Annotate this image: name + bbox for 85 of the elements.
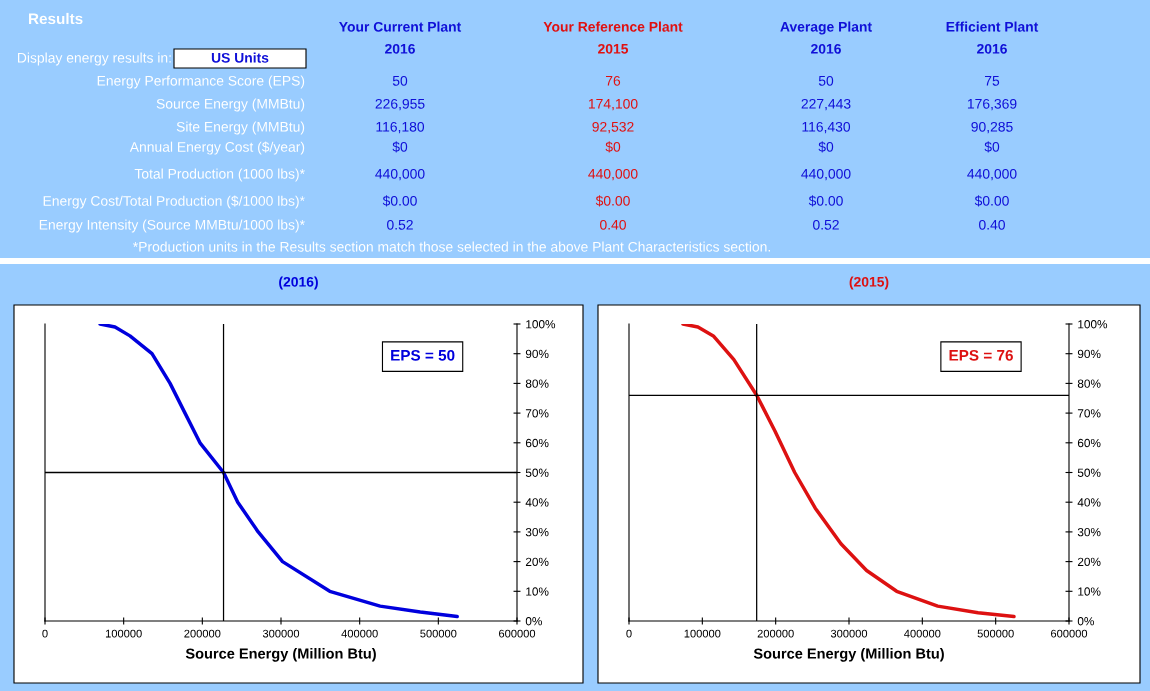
- y-tick-label: 0%: [525, 617, 542, 626]
- y-tick-label: 60%: [1077, 438, 1101, 448]
- y-tick-label: 100%: [526, 320, 556, 329]
- text: $0.00: [382, 195, 417, 207]
- x-tick-label: 600000: [499, 629, 536, 638]
- text: 50: [392, 75, 408, 86]
- text: 0.52: [813, 219, 839, 230]
- text: 75: [984, 76, 1000, 86]
- text: 440,000: [588, 168, 638, 181]
- y-tick-label: 90%: [525, 349, 549, 359]
- category-label: Energy Performance Score (EPS): [97, 75, 305, 89]
- category-label: Efficient Plant 2016: [946, 21, 1039, 54]
- y-tick-label: 70%: [1077, 409, 1101, 418]
- text: 440,000: [375, 168, 425, 181]
- text: 92,532: [592, 121, 634, 134]
- x-tick-label: 400000: [904, 629, 941, 638]
- y-tick-label: 0%: [1077, 617, 1094, 626]
- x-axis-title: Source Energy (Million Btu): [753, 648, 944, 662]
- text: 227,443: [801, 98, 851, 111]
- x-axis-title: Source Energy (Million Btu): [185, 648, 376, 662]
- text: $0: [984, 141, 1000, 153]
- category-label: Total Production (1000 lbs)*: [134, 168, 305, 182]
- x-tick-label: 300000: [262, 629, 300, 638]
- text: 0.40: [600, 219, 626, 230]
- text: $0.00: [808, 195, 843, 207]
- y-tick-label: 10%: [526, 587, 549, 596]
- text: 50: [818, 75, 834, 86]
- text: 116,430: [802, 121, 851, 134]
- y-tick-label: 20%: [525, 557, 549, 566]
- x-tick-label: 0: [626, 629, 632, 638]
- y-tick-label: 10%: [1078, 587, 1101, 596]
- text: $0: [605, 141, 621, 153]
- y-tick-label: 30%: [525, 527, 549, 537]
- text: $0.00: [974, 195, 1009, 207]
- category-label: Average Plant 2016: [780, 21, 872, 54]
- text: 76: [605, 75, 621, 86]
- text: 440,000: [967, 168, 1017, 181]
- category-label: Energy Intensity (Source MMBtu/1000 lbs)*: [39, 219, 305, 233]
- text: US Units: [211, 52, 269, 63]
- y-tick-label: 100%: [1078, 320, 1108, 329]
- category-label: Your Current Plant 2016: [339, 21, 462, 54]
- category-label: Energy Cost/Total Production ($/1000 lbs)*: [43, 195, 305, 209]
- y-tick-label: 80%: [525, 379, 549, 388]
- x-tick-label: 600000: [1051, 629, 1088, 638]
- y-tick-label: 90%: [1077, 349, 1101, 359]
- chart-title: (2015): [849, 276, 889, 290]
- x-tick-label: 0: [42, 629, 48, 638]
- text: 174,100: [588, 98, 638, 111]
- y-tick-label: 50%: [1077, 468, 1101, 477]
- y-tick-label: 50%: [525, 468, 549, 477]
- y-tick-label: 20%: [1077, 557, 1101, 566]
- x-tick-label: 100000: [105, 629, 142, 638]
- text: 226,955: [375, 98, 425, 111]
- annotation: EPS = 50: [391, 349, 455, 361]
- y-tick-label: 40%: [525, 498, 549, 507]
- x-tick-label: 500000: [420, 629, 457, 638]
- text: 0.40: [979, 219, 1005, 230]
- y-tick-label: 40%: [1077, 498, 1101, 507]
- x-tick-label: 200000: [757, 629, 794, 638]
- text: $0: [392, 141, 408, 153]
- category-label: Annual Energy Cost ($/year): [129, 141, 305, 155]
- text: $0.00: [595, 195, 630, 207]
- y-tick-label: 60%: [525, 438, 549, 448]
- x-tick-label: 400000: [341, 629, 378, 638]
- y-tick-label: 80%: [1077, 379, 1101, 388]
- text: $0: [818, 141, 834, 153]
- x-tick-label: 500000: [977, 629, 1014, 638]
- text: 176,369: [967, 98, 1017, 111]
- category-label: Your Reference Plant 2015: [543, 21, 683, 54]
- y-tick-label: 70%: [525, 409, 549, 418]
- text: Results: [29, 12, 83, 25]
- category-label: Site Energy (MMBtu): [176, 121, 305, 135]
- text: 90,285: [971, 121, 1013, 134]
- text: 116,180: [376, 121, 425, 134]
- y-tick-label: 30%: [1077, 527, 1101, 537]
- text: Display energy results in:: [17, 52, 171, 66]
- category-label: Source Energy (MMBtu): [156, 98, 305, 112]
- chart-title: (2016): [279, 276, 318, 290]
- text: *Production units in the Results section match those selected in the above Plant Characteristics section.: [133, 241, 770, 252]
- annotation: EPS = 76: [949, 349, 1013, 361]
- x-tick-label: 100000: [684, 629, 721, 638]
- x-tick-label: 300000: [830, 629, 868, 638]
- x-tick-label: 200000: [184, 629, 221, 638]
- text: 0.52: [387, 219, 413, 230]
- text: 440,000: [801, 168, 851, 181]
